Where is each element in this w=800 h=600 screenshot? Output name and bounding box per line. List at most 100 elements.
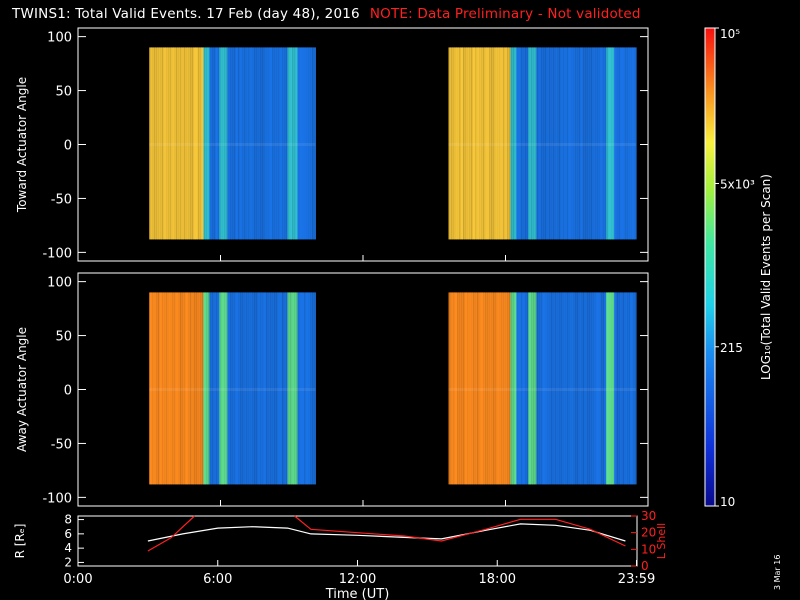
toward-cell [201,47,204,240]
toward-cell [462,47,465,240]
toward-cell [498,47,501,240]
away-cell [448,292,451,485]
orbit-ytick-left-label: 4 [64,541,72,555]
away-cell [259,292,262,485]
toward-cell [251,47,254,240]
toward-cell [576,47,579,240]
away-cell [171,292,174,485]
away-cell [293,292,296,485]
toward-cell [504,47,507,240]
title-main: TWINS1: Total Valid Events. 17 Feb (day … [12,6,360,22]
away-ytick-label: -50 [51,437,72,452]
toward-cell [171,47,174,240]
away-cell [241,292,244,485]
orbit-series-0 [147,523,626,542]
away-zero-band [448,388,637,391]
away-cell [157,292,160,485]
away-cell [622,292,625,485]
away-cell [520,292,523,485]
toward-cell [283,47,286,240]
away-cell [177,292,180,485]
away-scan-1 [448,292,637,485]
away-cell [269,292,272,485]
away-cell [203,292,206,485]
chart-title: TWINS1: Total Valid Events. 17 Feb (day … [12,6,641,22]
toward-cell [265,47,268,240]
toward-cell [279,47,282,240]
away-cell [295,292,298,485]
away-cell [480,292,483,485]
away-cell [233,292,236,485]
away-cell [570,292,573,485]
toward-cell [197,47,200,240]
away-cell [594,292,597,485]
toward-cell [544,47,547,240]
toward-cell [195,47,198,240]
toward-cell [153,47,156,240]
away-cell [550,292,553,485]
away-cell [540,292,543,485]
away-cell [538,292,541,485]
toward-cell [281,47,284,240]
toward-cell [466,47,469,240]
away-cell [207,292,210,485]
away-cell [255,292,258,485]
away-ytick-label: 0 [64,384,72,399]
away-cell [588,292,591,485]
away-cell [307,292,310,485]
away-cell [578,292,581,485]
away-cell [504,292,507,485]
toward-cell [626,47,629,240]
away-cell [251,292,254,485]
away-cell [229,292,232,485]
orbit-series-2 [294,515,626,547]
colorbar-tick-label: 5x10³ [720,177,755,191]
away-cell [267,292,270,485]
orbit-ytick-right-label: 0 [641,559,649,573]
toward-cell [193,47,196,240]
toward-cell [506,47,509,240]
toward-cell [554,47,557,240]
orbit-ytick-right-label: 20 [641,526,656,540]
toward-scan-1 [448,47,637,240]
toward-cell [229,47,232,240]
toward-cell [259,47,262,240]
away-cell [532,292,535,485]
away-cell [155,292,158,485]
away-cell [462,292,465,485]
away-cell [490,292,493,485]
toward-cell [474,47,477,240]
toward-cell [291,47,294,240]
toward-cell [181,47,184,240]
toward-cell [183,47,186,240]
away-cell [456,292,459,485]
toward-cell [556,47,559,240]
away-cell [231,292,234,485]
away-cell [466,292,469,485]
away-cell [508,292,511,485]
away-cell [560,292,563,485]
away-cell [279,292,282,485]
toward-cell [562,47,565,240]
away-cell [183,292,186,485]
toward-cell [257,47,260,240]
away-cell [187,292,190,485]
away-cell [562,292,565,485]
toward-cell [165,47,168,240]
toward-cell [558,47,561,240]
orbit-ytick-right-label: 30 [641,509,656,523]
away-cell [189,292,192,485]
toward-cell [488,47,491,240]
away-cell [191,292,194,485]
toward-cell [223,47,226,240]
toward-cell [482,47,485,240]
colorbar-tick-label: 10 [720,495,735,509]
toward-cell [213,47,216,240]
toward-cell [580,47,583,240]
toward-cell [261,47,264,240]
toward-cell [514,47,517,240]
away-cell [518,292,521,485]
toward-cell [510,47,513,240]
away-cell [245,292,248,485]
toward-cell [245,47,248,240]
